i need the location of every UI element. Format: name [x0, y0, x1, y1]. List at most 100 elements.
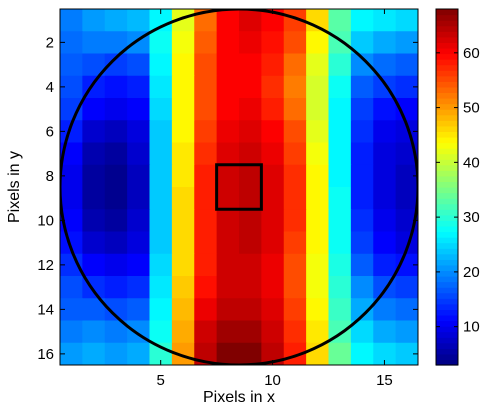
heatmap-cell	[216, 231, 240, 255]
heatmap-cell	[239, 253, 262, 277]
heatmap-cell	[350, 120, 374, 144]
colorbar-swatch	[436, 159, 458, 166]
x-axis-label: Pixels in x	[203, 389, 275, 406]
heatmap-cell	[350, 253, 374, 277]
heatmap-cell	[350, 142, 374, 166]
heatmap-cell	[261, 187, 285, 210]
colorbar-swatch	[436, 36, 458, 43]
colorbar-swatch	[436, 192, 458, 199]
heatmap-cell	[60, 9, 83, 32]
heatmap-cell	[171, 187, 195, 210]
colorbar-swatch	[436, 187, 458, 194]
heatmap-cell	[261, 253, 285, 277]
colorbar-swatch	[436, 225, 458, 233]
heatmap-cell	[261, 298, 285, 322]
heatmap-cell	[104, 120, 128, 144]
heatmap-cell	[261, 142, 285, 166]
heatmap-cell	[216, 342, 240, 365]
heatmap-cell	[127, 209, 151, 233]
heatmap-cell	[261, 276, 285, 299]
colorbar-tick-label: 40	[463, 154, 480, 171]
heatmap-cell	[350, 187, 374, 210]
heatmap-cell	[216, 320, 240, 344]
heatmap-cell	[283, 209, 307, 233]
heatmap-cell	[328, 164, 352, 188]
heatmap-cell	[395, 320, 418, 344]
heatmap-cell	[373, 120, 397, 144]
colorbar-swatch	[436, 314, 458, 322]
heatmap-cell	[373, 164, 397, 188]
heatmap-cell	[127, 9, 151, 32]
heatmap-cell	[149, 142, 173, 166]
colorbar-swatch	[436, 253, 458, 260]
heatmap-cell	[104, 253, 128, 277]
x-tick-label: 15	[376, 372, 393, 389]
heatmap-cell	[350, 53, 374, 77]
heatmap-cell	[82, 164, 106, 188]
heatmap-cell	[306, 31, 330, 55]
colorbar-swatch	[436, 81, 458, 88]
x-tick-label: 5	[157, 372, 165, 389]
heatmap-cell	[149, 298, 173, 322]
colorbar-swatch	[436, 337, 458, 344]
y-tick-label: 8	[46, 168, 54, 185]
heatmap-cell	[283, 75, 307, 99]
heatmap-cell	[171, 320, 195, 344]
colorbar-swatch	[436, 86, 458, 94]
heatmap-cell	[395, 231, 418, 255]
y-axis-label: Pixels in y	[6, 151, 23, 223]
heatmap-cell	[373, 253, 397, 277]
heatmap-cell	[82, 98, 106, 121]
heatmap-cell	[104, 342, 128, 365]
heatmap-cell	[149, 276, 173, 299]
heatmap-cell	[261, 209, 285, 233]
heatmap-cell	[261, 320, 285, 344]
heatmap-cell	[261, 75, 285, 99]
colorbar-swatch	[436, 31, 458, 38]
heatmap-cell	[149, 253, 173, 277]
y-tick-label: 14	[37, 301, 54, 318]
heatmap-cell	[373, 342, 397, 365]
heatmap-cell	[149, 231, 173, 255]
heatmap-cell	[328, 276, 352, 299]
heatmap-cell	[171, 253, 195, 277]
heatmap-cell	[350, 276, 374, 299]
heatmap-cell	[60, 53, 83, 77]
colorbar-swatch	[436, 198, 458, 205]
heatmap-cell	[194, 320, 218, 344]
colorbar-swatch	[436, 331, 458, 338]
colorbar-swatch	[436, 359, 458, 366]
heatmap-cell	[239, 298, 262, 322]
heatmap-cell	[239, 342, 262, 365]
heatmap-cell	[395, 75, 418, 99]
heatmap-cell	[104, 187, 128, 210]
heatmap-cell	[82, 253, 106, 277]
heatmap-cell	[373, 9, 397, 32]
colorbar-swatch	[436, 348, 458, 355]
heatmap-cell	[60, 98, 83, 121]
heatmap-cell	[261, 120, 285, 144]
heatmap-cell	[350, 231, 374, 255]
heatmap-cell	[328, 120, 352, 144]
heatmap-cell	[104, 31, 128, 55]
heatmap-cell	[350, 209, 374, 233]
heatmap-cell	[306, 98, 330, 121]
heatmap-cell	[127, 342, 151, 365]
heatmap-cell	[395, 53, 418, 77]
heatmap-cell	[328, 253, 352, 277]
colorbar-swatch	[436, 231, 458, 238]
y-tick-label: 6	[46, 123, 54, 140]
colorbar-swatch	[436, 259, 458, 266]
heatmap-cell	[149, 9, 173, 32]
colorbar-swatch	[436, 326, 458, 333]
heatmap-cell	[60, 342, 83, 365]
heatmap-cell	[104, 209, 128, 233]
heatmap-cell	[283, 120, 307, 144]
heatmap-cell	[328, 298, 352, 322]
x-tick-label: 10	[264, 372, 281, 389]
colorbar-swatch	[436, 64, 458, 71]
y-tick-label: 2	[46, 34, 54, 51]
heatmap-cell	[127, 98, 151, 121]
heatmap-cell	[171, 120, 195, 144]
